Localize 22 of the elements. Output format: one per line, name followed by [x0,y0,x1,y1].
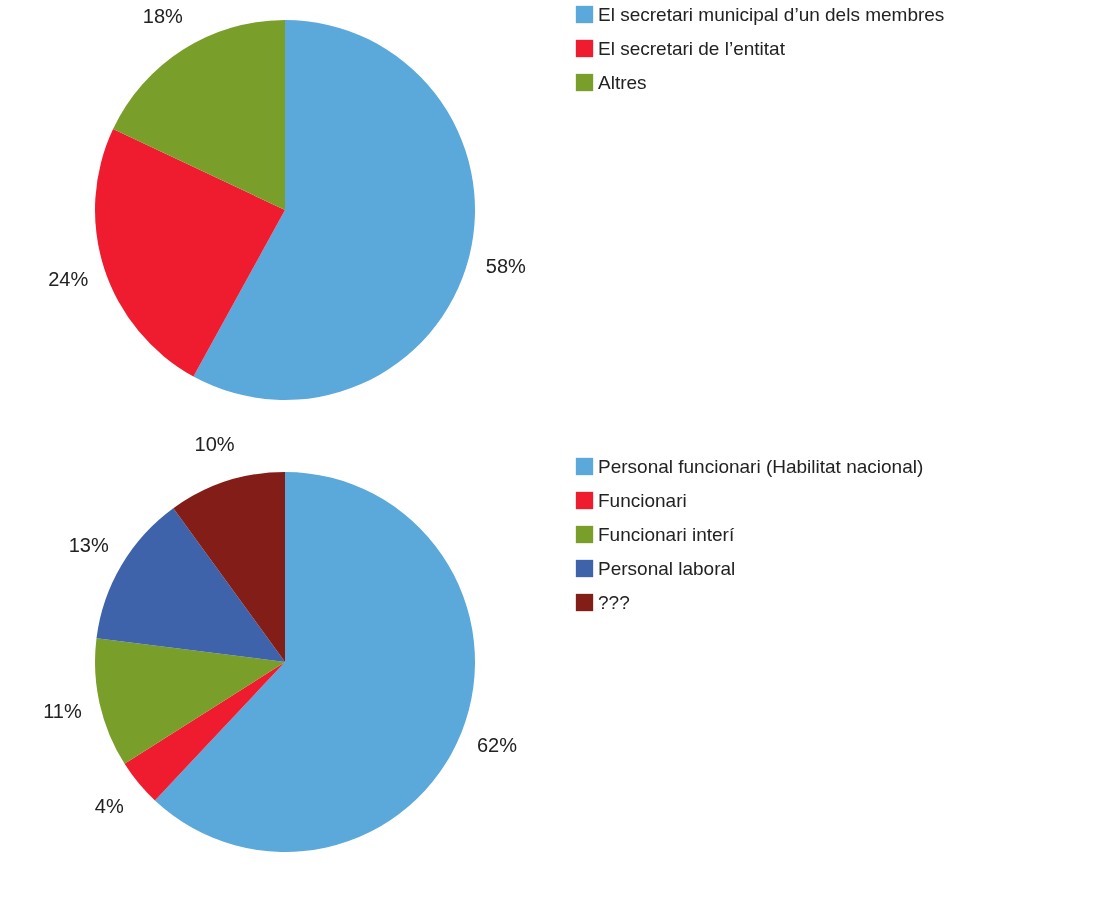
pie-slice [154,472,475,852]
data-label: 11% [43,699,82,722]
legend-label: Funcionari [598,489,687,511]
pie-slice [95,129,285,377]
data-label: 18% [142,5,184,28]
data-label: 58% [485,254,527,277]
data-label: 4% [94,795,124,818]
legend-label: Funcionari interí [598,523,735,545]
data-label: 24% [48,268,89,291]
legend-label: Personal funcionari (Habilitat nacional) [598,455,924,477]
data-label: 13% [68,533,109,556]
legend-label: ??? [598,591,630,613]
pie-slice [193,20,475,400]
legend-label: El secretari municipal d’un dels membres [598,3,945,25]
legend-label: Personal laboral [598,557,736,579]
pie-slice [173,472,285,662]
legend-label: Altres [598,71,647,93]
data-label: 62% [476,733,518,756]
legend-label: El secretari de l’entitat [598,37,786,59]
pie-slice [124,662,285,801]
pie-slice [95,638,285,764]
data-label: 10% [194,433,235,456]
